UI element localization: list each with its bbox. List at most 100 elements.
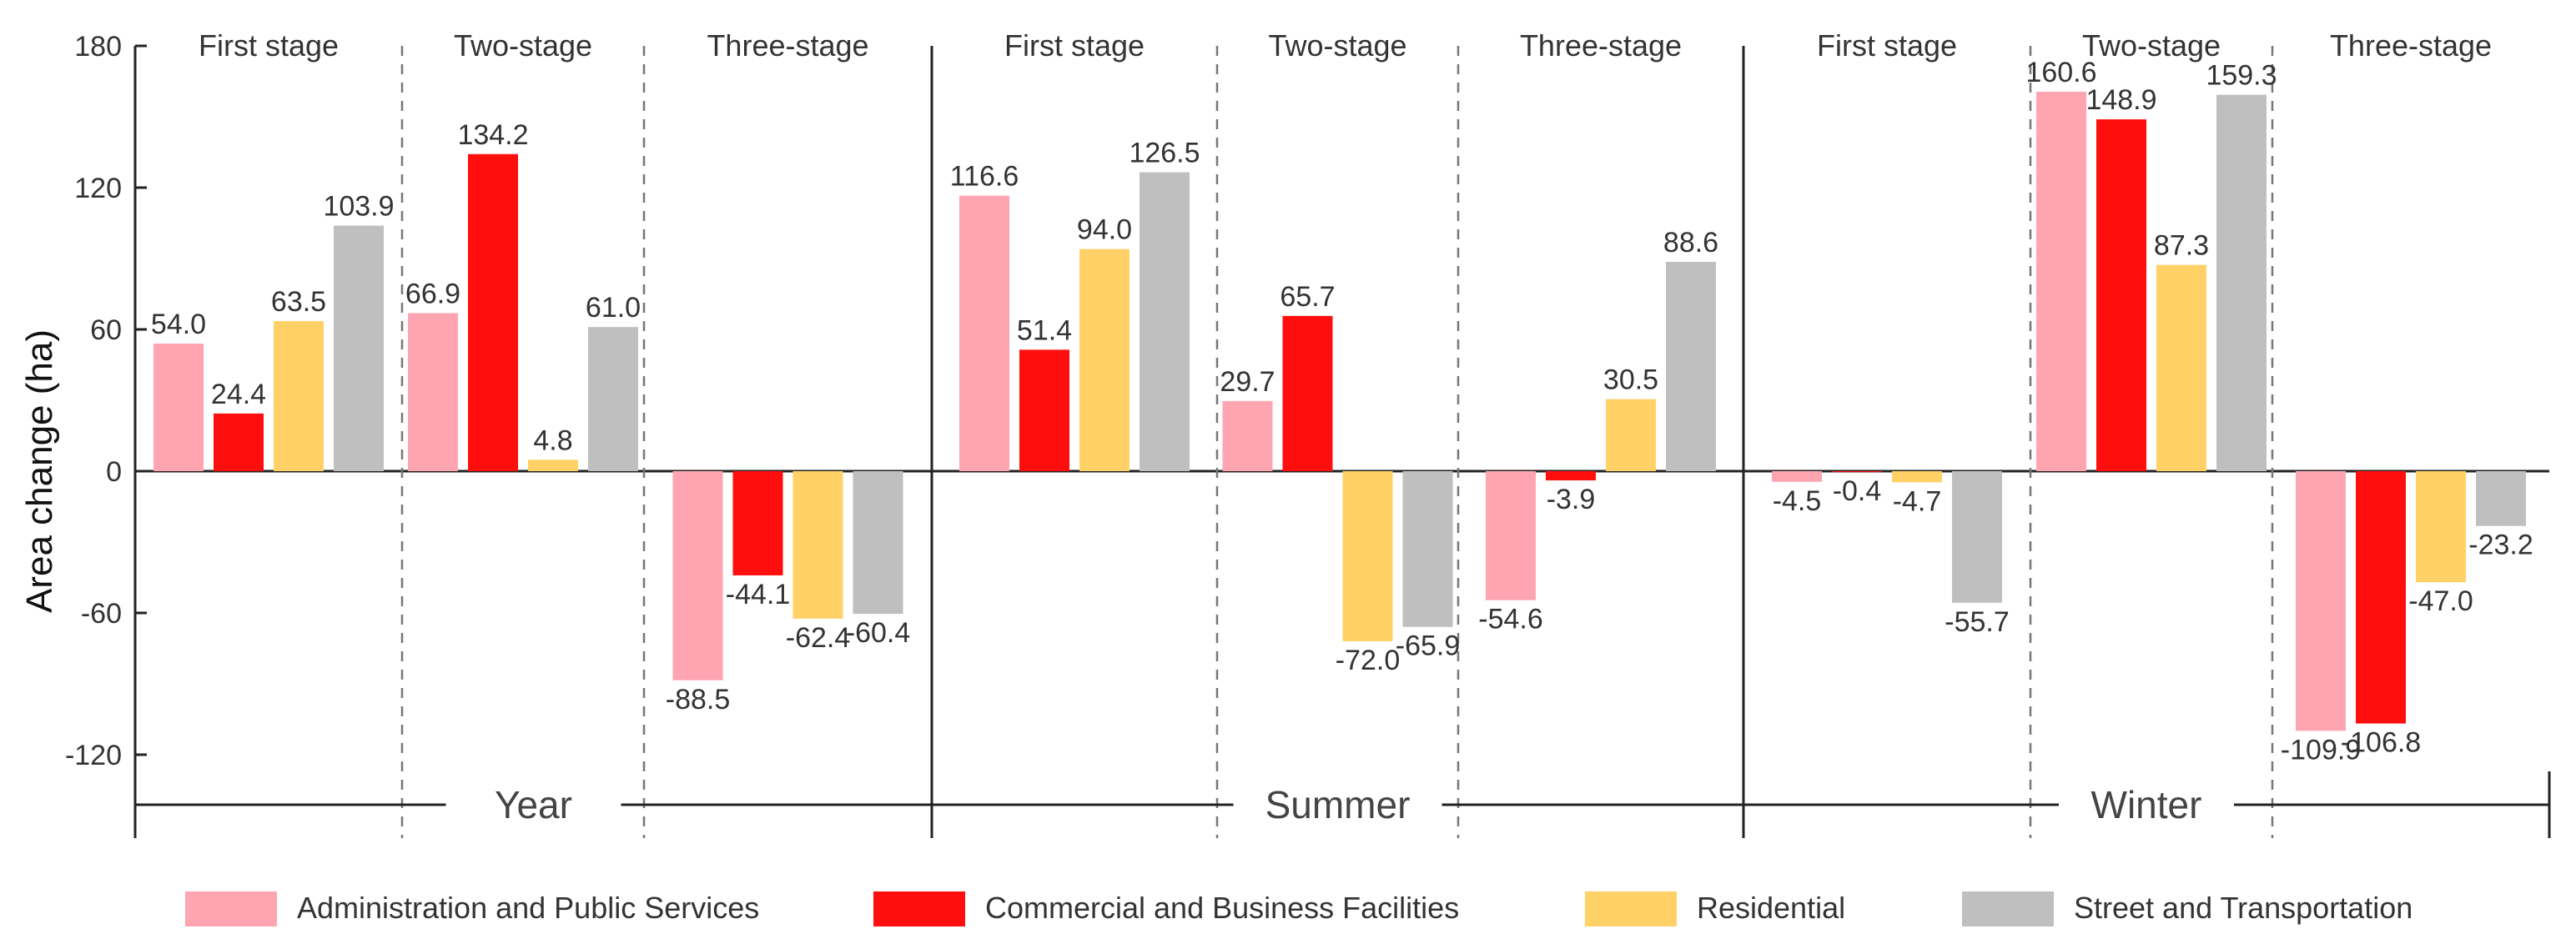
bar — [672, 471, 723, 680]
data-label: -0.4 — [1833, 475, 1882, 507]
bar — [1402, 471, 1453, 627]
bar — [1606, 399, 1656, 471]
legend-entry: Administration and Public Services — [297, 891, 759, 925]
bar — [1019, 349, 1069, 471]
stage-label: First stage — [1817, 28, 1957, 63]
stage-label: Two-stage — [1268, 28, 1406, 63]
bar — [1342, 471, 1393, 641]
y-tick-label: 120 — [74, 173, 122, 204]
bar — [1546, 471, 1596, 481]
data-label: -3.9 — [1547, 484, 1596, 515]
bar — [2156, 264, 2206, 471]
data-label: 159.3 — [2206, 60, 2277, 92]
stage-label: Three-stage — [1520, 28, 1682, 63]
bar — [2356, 471, 2406, 724]
bar — [1486, 471, 1536, 600]
data-label: 94.0 — [1077, 214, 1132, 246]
bar — [1772, 471, 1822, 482]
y-axis-title: Area change (ha) — [19, 329, 60, 613]
bar — [528, 459, 578, 471]
legend-swatch — [185, 891, 277, 926]
bar — [1079, 249, 1130, 471]
y-tick-label: 180 — [74, 31, 122, 63]
bar — [2036, 91, 2086, 471]
bar — [153, 344, 204, 471]
bar — [959, 195, 1009, 471]
stage-label: Two-stage — [454, 28, 592, 63]
data-label: 61.0 — [586, 292, 641, 324]
stage-label: Three-stage — [2330, 28, 2492, 63]
stage-label: Two-stage — [2082, 28, 2221, 63]
bar — [1666, 261, 1716, 471]
data-label: -54.6 — [1478, 604, 1543, 635]
bar — [1892, 471, 1942, 483]
data-label: -44.1 — [726, 579, 791, 610]
data-label: -60.4 — [846, 617, 911, 649]
y-tick-label: 0 — [106, 456, 122, 488]
bar — [2096, 119, 2146, 471]
data-label: -65.9 — [1396, 630, 1461, 662]
season-label: Winter — [2091, 783, 2202, 826]
bar — [408, 313, 458, 471]
bar — [588, 327, 638, 471]
data-label: -109.9 — [2281, 734, 2361, 766]
data-label: 54.0 — [151, 309, 206, 340]
data-label: -106.8 — [2341, 727, 2421, 759]
data-label: 63.5 — [271, 286, 326, 318]
data-label: 4.8 — [533, 424, 572, 456]
bar — [334, 225, 384, 471]
legend-swatch — [873, 891, 965, 926]
legend-entry: Street and Transportation — [2074, 891, 2412, 925]
bar — [1140, 172, 1190, 472]
bar — [853, 471, 903, 615]
season-label: Summer — [1265, 783, 1411, 826]
bar — [732, 471, 783, 575]
data-label: 87.3 — [2154, 230, 2209, 262]
legend-entry: Residential — [1697, 891, 1845, 925]
bar — [1222, 400, 1273, 471]
bar — [1282, 315, 1333, 471]
legend-entry: Commercial and Business Facilities — [985, 891, 1459, 925]
stage-label: First stage — [1004, 28, 1145, 63]
bar — [792, 471, 843, 619]
legend: Administration and Public Services Commer… — [185, 891, 2412, 926]
data-label: -88.5 — [666, 684, 731, 716]
stage-label: Three-stage — [707, 28, 868, 63]
season-label: Year — [495, 783, 572, 826]
data-label: -62.4 — [786, 622, 851, 654]
bar — [2476, 471, 2526, 526]
data-label: 24.4 — [211, 379, 266, 410]
data-label: 160.6 — [2025, 57, 2096, 88]
data-label: 134.2 — [457, 119, 528, 151]
data-label: -4.5 — [1773, 485, 1822, 517]
bar — [1832, 471, 1882, 473]
bar — [1952, 471, 2002, 603]
bar — [468, 153, 518, 471]
bar — [2216, 94, 2267, 472]
bar — [2296, 471, 2346, 731]
legend-swatch — [1962, 891, 2054, 926]
data-label: 65.7 — [1280, 281, 1335, 313]
bar — [274, 321, 324, 471]
bars — [153, 91, 2526, 731]
data-label: -47.0 — [2408, 585, 2473, 617]
y-tick-label: -120 — [65, 740, 122, 771]
y-tick-label: 60 — [90, 314, 122, 346]
data-label: -23.2 — [2468, 530, 2533, 561]
stage-label: First stage — [199, 28, 339, 63]
data-label: 30.5 — [1603, 364, 1658, 396]
data-label: 148.9 — [2085, 84, 2156, 116]
y-tick-label: -60 — [81, 598, 122, 630]
data-label: 29.7 — [1220, 366, 1275, 398]
legend-swatch — [1585, 891, 1677, 926]
data-label: -55.7 — [1945, 606, 2010, 638]
data-label: 103.9 — [323, 191, 394, 223]
data-label: -72.0 — [1336, 645, 1401, 676]
data-label: 66.9 — [405, 278, 460, 309]
data-label: 116.6 — [950, 161, 1019, 193]
data-label: 126.5 — [1129, 138, 1200, 169]
labels: Year Summer Winter First stage 54.0 24.4 63.5 1… — [151, 28, 2533, 826]
bar — [214, 413, 264, 471]
bar — [2416, 471, 2466, 583]
